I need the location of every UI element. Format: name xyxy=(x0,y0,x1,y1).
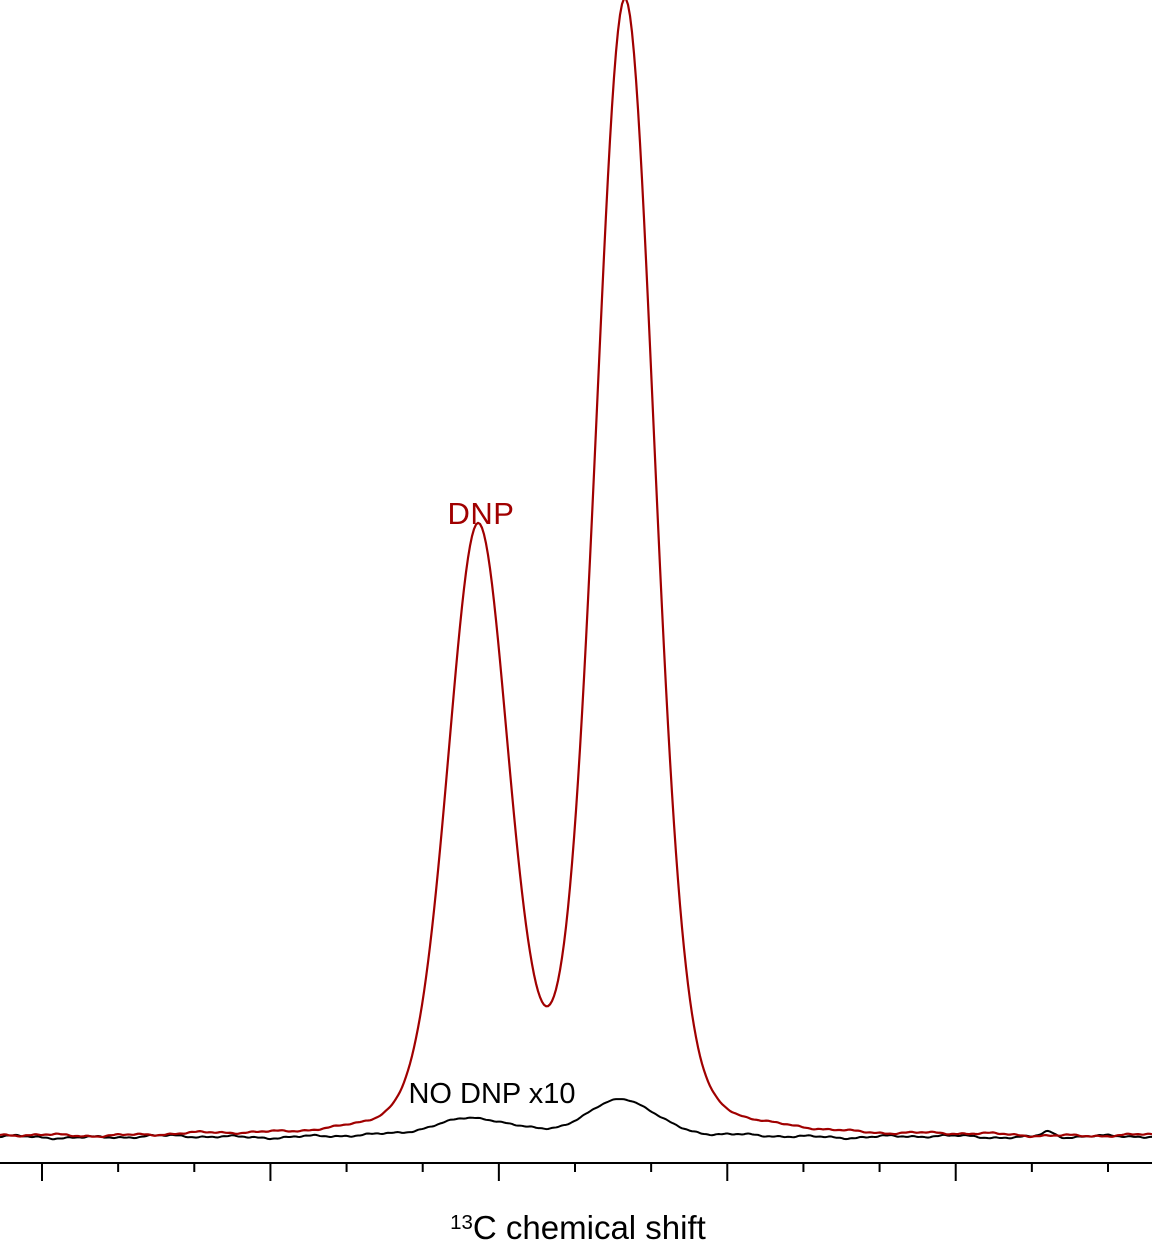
no-dnp-series-label: NO DNP x10 xyxy=(408,1078,576,1110)
x-axis-label: 13C chemical shift xyxy=(450,1208,706,1248)
dnp-series-label: DNP xyxy=(447,496,515,531)
no-dnp-trace xyxy=(0,1098,1152,1141)
x-axis-label-text: C chemical shift xyxy=(472,1209,706,1246)
dnp-trace xyxy=(0,0,1152,1139)
x-axis-label-superscript: 13 xyxy=(450,1210,473,1234)
